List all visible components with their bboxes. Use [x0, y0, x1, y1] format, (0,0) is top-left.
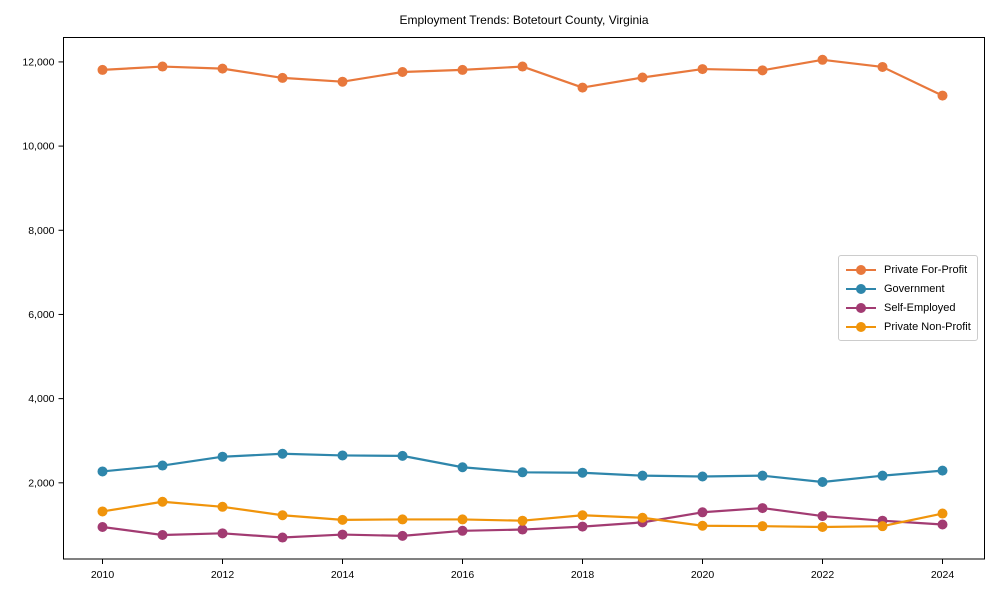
- data-point-marker: [457, 525, 468, 536]
- x-tick-label: 2018: [571, 569, 595, 581]
- data-point-marker: [397, 514, 408, 525]
- series-self-employed: [97, 503, 948, 543]
- data-point-marker: [757, 503, 768, 514]
- data-point-marker: [877, 521, 888, 532]
- data-point-marker: [697, 520, 708, 531]
- data-point-marker: [517, 515, 528, 526]
- legend-label: Government: [884, 283, 945, 295]
- data-point-marker: [97, 64, 108, 75]
- legend-marker-icon: [846, 283, 876, 295]
- data-point-marker: [457, 514, 468, 525]
- data-point-marker: [937, 465, 948, 476]
- y-tick-label: 2,000: [28, 477, 54, 489]
- data-point-marker: [937, 519, 948, 530]
- data-point-marker: [157, 496, 168, 507]
- x-tick-label: 2020: [691, 569, 715, 581]
- legend: Private For-Profit Government Self-Emplo…: [838, 255, 978, 341]
- x-tick-label: 2024: [931, 569, 955, 581]
- series-government: [97, 448, 948, 487]
- data-point-marker: [337, 529, 348, 540]
- data-point-marker: [757, 521, 768, 532]
- x-tick-label: 2012: [211, 569, 235, 581]
- legend-item-self-employed: Self-Employed: [846, 299, 971, 317]
- data-point-marker: [397, 450, 408, 461]
- data-point-marker: [937, 508, 948, 519]
- data-point-marker: [817, 54, 828, 65]
- data-point-marker: [577, 82, 588, 93]
- data-point-marker: [637, 72, 648, 83]
- data-point-marker: [397, 67, 408, 78]
- data-point-marker: [577, 510, 588, 521]
- chart-title: Employment Trends: Botetourt County, Vir…: [399, 13, 649, 27]
- data-point-marker: [457, 64, 468, 75]
- series-private-for-profit: [97, 54, 948, 101]
- data-point-marker: [517, 61, 528, 72]
- legend-label: Self-Employed: [884, 302, 956, 314]
- legend-item-private-for-profit: Private For-Profit: [846, 261, 971, 279]
- data-point-marker: [577, 467, 588, 478]
- y-tick-label: 8,000: [28, 225, 54, 237]
- legend-label: Private Non-Profit: [884, 321, 971, 333]
- legend-marker-icon: [846, 321, 876, 333]
- y-tick-label: 6,000: [28, 309, 54, 321]
- data-point-marker: [157, 530, 168, 541]
- x-tick-label: 2022: [811, 569, 835, 581]
- x-axis: 2010 2012 2014 2016 2018 2020 2022 2024: [91, 559, 955, 581]
- data-point-marker: [757, 470, 768, 481]
- data-point-marker: [817, 511, 828, 522]
- data-point-marker: [877, 61, 888, 72]
- data-point-marker: [277, 448, 288, 459]
- data-point-marker: [157, 61, 168, 72]
- data-point-marker: [97, 522, 108, 533]
- data-point-marker: [337, 514, 348, 525]
- legend-item-government: Government: [846, 280, 971, 298]
- data-point-marker: [337, 450, 348, 461]
- data-point-marker: [217, 451, 228, 462]
- data-point-marker: [877, 470, 888, 481]
- data-point-marker: [277, 72, 288, 83]
- y-axis: 2,000 4,000 6,000 8,000 10,000 12,000: [22, 56, 64, 489]
- data-point-marker: [697, 507, 708, 518]
- data-point-marker: [337, 76, 348, 87]
- data-point-marker: [97, 466, 108, 477]
- data-point-marker: [817, 522, 828, 533]
- data-point-marker: [937, 90, 948, 101]
- data-point-marker: [457, 462, 468, 473]
- y-tick-label: 12,000: [22, 56, 54, 68]
- data-point-marker: [217, 63, 228, 74]
- data-point-marker: [217, 501, 228, 512]
- data-point-marker: [637, 470, 648, 481]
- legend-marker-icon: [846, 302, 876, 314]
- x-tick-label: 2010: [91, 569, 115, 581]
- legend-item-private-non-profit: Private Non-Profit: [846, 318, 971, 336]
- data-point-marker: [277, 532, 288, 543]
- data-point-marker: [517, 524, 528, 535]
- data-point-marker: [157, 460, 168, 471]
- data-point-marker: [217, 528, 228, 539]
- y-tick-label: 10,000: [22, 141, 54, 153]
- series-private-non-profit: [97, 496, 948, 533]
- data-point-marker: [397, 530, 408, 541]
- data-point-marker: [817, 476, 828, 487]
- data-point-marker: [277, 510, 288, 521]
- y-tick-label: 4,000: [28, 393, 54, 405]
- data-point-marker: [97, 506, 108, 517]
- legend-marker-icon: [846, 264, 876, 276]
- data-point-marker: [637, 512, 648, 523]
- x-tick-label: 2016: [451, 569, 475, 581]
- axes-frame: [63, 37, 985, 560]
- data-point-marker: [517, 467, 528, 478]
- data-point-marker: [577, 521, 588, 532]
- data-point-marker: [697, 471, 708, 482]
- data-point-marker: [697, 64, 708, 75]
- data-point-marker: [757, 65, 768, 76]
- legend-label: Private For-Profit: [884, 264, 968, 276]
- x-tick-label: 2014: [331, 569, 355, 581]
